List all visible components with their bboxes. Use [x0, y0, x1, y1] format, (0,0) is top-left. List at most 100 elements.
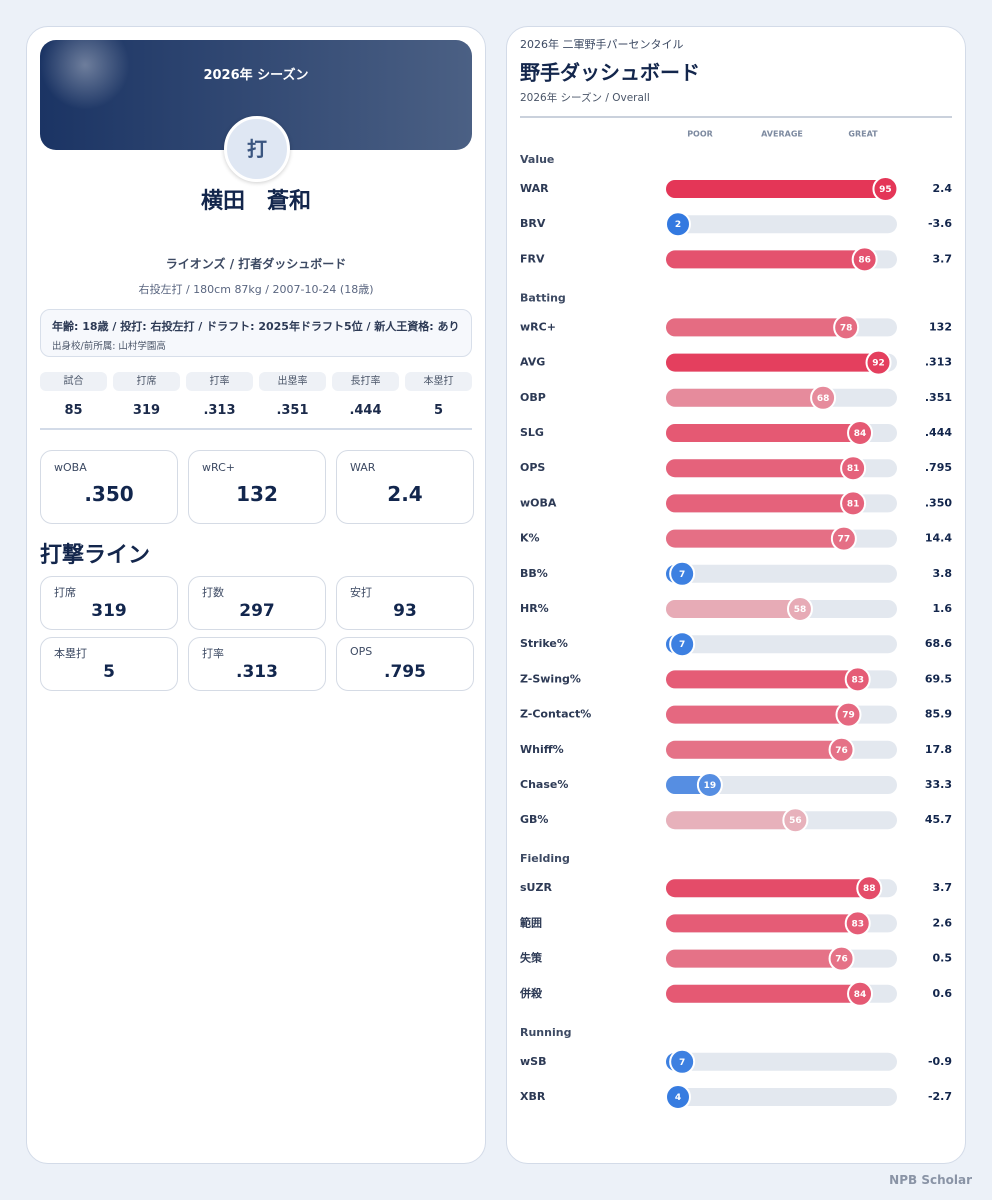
metric-label: FRV	[520, 252, 545, 265]
line-card: 打数 297	[188, 576, 326, 630]
player-name: 横田 蒼和	[200, 189, 311, 214]
line-card-label: 打席	[54, 586, 76, 599]
metric-value: 132	[929, 320, 952, 333]
percentile-dot	[844, 666, 871, 693]
metric-value: .795	[925, 461, 952, 474]
percentile-bar	[666, 353, 879, 372]
percentile-dot	[830, 525, 857, 552]
key-card-label: wRC+	[202, 461, 235, 474]
stat-value: 5	[433, 403, 444, 418]
percentile-bar	[666, 670, 858, 689]
percentile-label: 83	[851, 919, 864, 929]
line-card-value: 5	[103, 662, 115, 682]
percentile-bar	[666, 811, 796, 830]
metric-label: Whiff%	[520, 743, 564, 756]
metric-label: GB%	[520, 813, 548, 826]
percentile-dot	[840, 490, 867, 517]
percentile-label: 81	[847, 464, 860, 474]
percentile-bar	[666, 250, 865, 269]
metric-value: 1.6	[933, 602, 953, 615]
percentile-bar	[666, 318, 847, 337]
percentile-dot	[833, 314, 860, 341]
scale-label: AVERAGE	[761, 130, 803, 139]
line-card-value: 297	[239, 601, 275, 621]
percentile-dot	[844, 910, 871, 937]
percentile-label: 56	[789, 816, 802, 826]
dashboard-title: 野手ダッシュボード	[520, 61, 700, 85]
metric-label: sUZR	[520, 881, 552, 894]
percentile-label: 78	[840, 323, 853, 333]
percentile-label: 92	[872, 359, 885, 369]
percentile-dot	[856, 875, 883, 902]
info-line: 年齢: 18歳 / 投打: 右投左打 / ドラフト: 2025年ドラフト5位 /…	[52, 320, 460, 333]
percentile-label: 76	[835, 955, 848, 965]
line-card: 本塁打 5	[40, 637, 178, 691]
percentile-dot	[665, 1084, 691, 1110]
percentile-dot	[828, 736, 855, 763]
metric-value: 0.5	[933, 952, 953, 965]
percentile-label: 81	[847, 499, 860, 509]
metric-value: 14.4	[925, 532, 952, 545]
avatar-icon: 打	[224, 116, 290, 182]
percentile-bar	[666, 879, 870, 898]
percentile-dot	[847, 420, 874, 446]
percentile-dot	[828, 945, 855, 972]
metric-value: .350	[925, 496, 952, 509]
line-card-label: 打数	[202, 586, 224, 599]
stat-header: 本塁打	[405, 372, 472, 391]
percentile-dot	[872, 176, 899, 202]
percentile-bar	[666, 388, 824, 407]
bar-track	[666, 776, 897, 794]
bar-track	[666, 1088, 897, 1106]
percentile-label: 84	[854, 990, 867, 1000]
metric-label: wRC+	[520, 320, 556, 333]
line-card: 打率 .313	[188, 637, 326, 691]
scale-label: GREAT	[848, 130, 878, 139]
percentile-dot	[696, 772, 723, 798]
percentile-label: 79	[842, 711, 855, 721]
metric-value: 2.4	[933, 182, 953, 195]
line-card-value: .795	[384, 662, 426, 682]
profile-card: 2026年 シーズン 打 横田 蒼和 ライオンズ / 打者ダッシュボード 右投左…	[26, 26, 486, 1164]
eyebrow: 2026年 二軍野手パーセンタイル	[520, 37, 684, 51]
metric-value: -2.7	[928, 1090, 952, 1103]
stat-value: .351	[276, 403, 309, 418]
percentile-label: 77	[838, 535, 851, 545]
metric-value: 17.8	[925, 743, 952, 756]
percentile-label: 88	[863, 884, 876, 894]
percentile-bar	[666, 914, 858, 933]
line-card-label: 打率	[202, 647, 224, 660]
metric-value: 33.3	[925, 778, 952, 791]
metric-value: -3.6	[928, 217, 952, 230]
percentile-group: 2026年 二軍野手パーセンタイル 野手ダッシュボード 2026年 シーズン /…	[519, 37, 953, 1110]
metric-label: 範囲	[520, 915, 542, 929]
metric-label: OBP	[520, 391, 546, 404]
group-label: Value	[520, 153, 554, 166]
percentile-bar	[666, 600, 800, 618]
percentile-card: 2026年 二軍野手パーセンタイル 野手ダッシュボード 2026年 シーズン /…	[506, 26, 966, 1164]
metric-label: OPS	[520, 461, 545, 474]
percentile-dot	[835, 701, 862, 728]
metric-label: wSB	[520, 1055, 546, 1068]
key-card: WAR 2.4	[336, 450, 474, 524]
percentile-dot	[840, 455, 867, 482]
stat-header: 打率	[186, 372, 253, 391]
key-card: wRC+ 132	[188, 450, 326, 524]
bio-line: 右投左打 / 180cm 87kg / 2007-10-24 (18歳)	[138, 283, 374, 296]
metric-value: 69.5	[925, 672, 952, 685]
percentile-label: 7	[679, 1058, 685, 1068]
stat-header: 打席	[113, 372, 180, 391]
percentile-label: 95	[879, 185, 892, 195]
stat-value: 85	[64, 403, 83, 418]
stat-value: .444	[349, 403, 382, 418]
metric-label: 併殺	[519, 986, 543, 1000]
percentile-bar	[666, 984, 861, 1003]
line-card: OPS .795	[336, 637, 474, 691]
percentile-bar	[666, 180, 886, 198]
metric-value: 3.7	[933, 881, 953, 894]
percentile-dot	[851, 246, 878, 273]
metric-label: WAR	[520, 182, 549, 195]
metric-label: wOBA	[520, 496, 557, 509]
percentile-dot	[865, 349, 892, 376]
percentile-label: 84	[854, 429, 867, 439]
